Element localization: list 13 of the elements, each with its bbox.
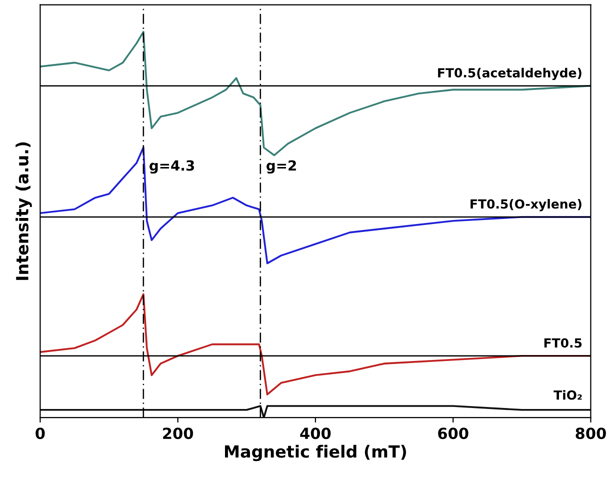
x-tick-label: 400 [300,428,331,440]
series-label: FT0.5(O-xylene) [470,199,582,212]
x-axis-title: Magnetic field (mT) [225,444,406,462]
annotation: g=4.3 [150,160,194,174]
x-tick-label: 800 [576,428,606,440]
x-tick-label: 600 [438,428,468,440]
x-tick-label: 0 [36,428,45,440]
series-label: FT0.5(acetaldehyde) [438,68,582,80]
y-axis-title: Intensity (a.u.) [16,142,32,280]
x-tick-label: 200 [163,428,194,440]
annotation: g=2 [266,160,296,174]
series-label: FT0.5 [544,338,582,348]
series-label: TiO₂ [554,390,582,400]
